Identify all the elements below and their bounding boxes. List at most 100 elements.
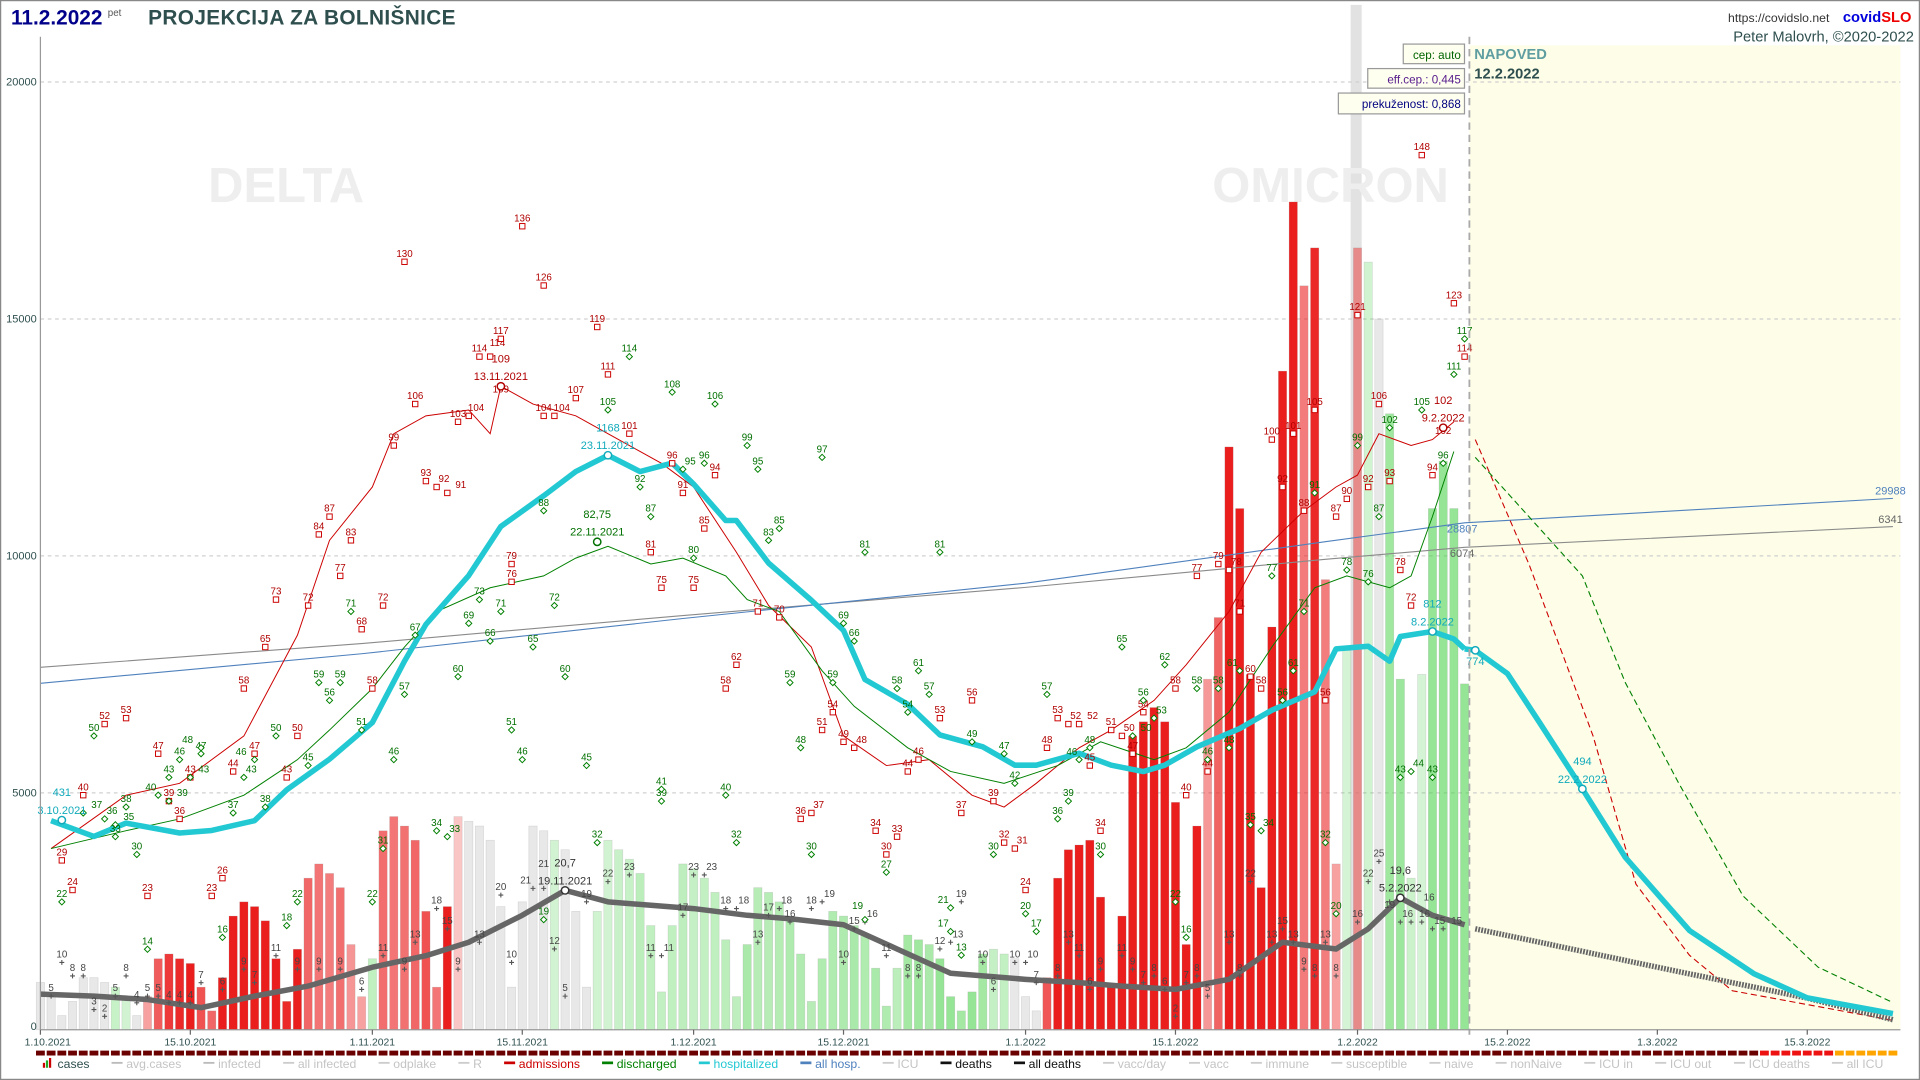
legend-item-icu-out[interactable]: ICU out [1655, 1057, 1712, 1071]
legend-item-deaths[interactable]: deaths [940, 1057, 992, 1071]
legend-item-vacc[interactable]: vacc [1188, 1057, 1229, 1071]
legend-item-avg-cases[interactable]: avg.cases [111, 1057, 182, 1071]
death-label: 23 [706, 862, 717, 873]
legend-item-immune[interactable]: immune [1250, 1057, 1309, 1071]
death-label: 18 [738, 896, 749, 907]
death-label: 8 [905, 963, 911, 974]
discharge-point [111, 821, 120, 829]
legend-item-icu-in[interactable]: ICU in [1584, 1057, 1633, 1071]
discharge-point [261, 803, 270, 811]
legend-item-all-infected[interactable]: all infected [283, 1057, 357, 1071]
cases-bar [78, 977, 88, 1031]
annotation-date: 3.10.2021 [37, 805, 86, 817]
admission-label: 94 [710, 462, 721, 473]
admission-point [1247, 673, 1254, 680]
legend-item-cases[interactable]: cases [42, 1057, 90, 1071]
admission-label: 117 [493, 326, 509, 337]
legend-item-discharged[interactable]: discharged [602, 1057, 677, 1071]
discharge-label: 59 [785, 670, 796, 681]
status-square [1524, 1050, 1534, 1056]
death-point [787, 919, 793, 925]
discharge-point [229, 809, 237, 817]
death-point [1119, 953, 1125, 959]
discharge-label: 20 [1020, 901, 1031, 912]
death-point [659, 953, 664, 959]
admission-label: 47 [153, 741, 164, 752]
discharge-point [1364, 578, 1372, 586]
death-point [980, 960, 986, 965]
admission-point [658, 584, 665, 591]
discharge-label: 50 [1141, 723, 1152, 734]
annotation-date: 9.2.2022 [1422, 413, 1465, 425]
status-square [1063, 1050, 1073, 1056]
admission-point [1097, 827, 1104, 834]
status-square [1492, 1050, 1502, 1056]
cases-bar [956, 1010, 966, 1031]
death-point [509, 960, 515, 965]
discharge-point [796, 744, 805, 752]
admission-label: 44 [1202, 759, 1213, 770]
cases-bar [731, 996, 741, 1031]
site-link[interactable]: https://covidslo.net [1728, 11, 1830, 25]
death-point [1130, 966, 1136, 972]
discharge-label: 57 [399, 682, 410, 693]
cases-bar [464, 820, 474, 1031]
legend-item-all-hosp-[interactable]: all hosp. [800, 1057, 861, 1071]
legend-item-susceptible[interactable]: susceptible [1331, 1057, 1407, 1071]
status-square [335, 1050, 345, 1056]
admission-point [304, 602, 312, 609]
discharge-label: 105 [600, 397, 617, 408]
legend-item-icu-deaths[interactable]: ICU deaths [1733, 1057, 1810, 1071]
death-point [680, 912, 686, 918]
status-square [1760, 1050, 1769, 1056]
discharge-point [304, 761, 312, 770]
annotation-date: 13.11.2021 [474, 371, 528, 383]
admission-label: 93 [420, 468, 431, 479]
discharge-point [1300, 607, 1308, 616]
legend-item-odplake[interactable]: odplake [378, 1057, 437, 1071]
status-square [1503, 1050, 1512, 1056]
discharge-point [1053, 815, 1062, 823]
death-point [70, 973, 75, 979]
status-square [646, 1050, 656, 1056]
admission-label: 92 [1277, 474, 1288, 485]
admission-point [1300, 507, 1308, 514]
death-label: 11 [664, 943, 674, 954]
admission-label: 47 [249, 741, 260, 752]
admission-point [1011, 845, 1019, 852]
watermark-omicron: OMICRON [1212, 159, 1449, 213]
status-square [271, 1050, 281, 1056]
legend-item-icu[interactable]: ICU [882, 1057, 919, 1071]
admission-point [401, 258, 408, 265]
legend-item-infected[interactable]: infected [203, 1057, 261, 1071]
legend-item-vacc-day[interactable]: vacc/day [1103, 1057, 1167, 1071]
death-label: 8 [1333, 963, 1339, 974]
death-label: 4 [177, 990, 183, 1001]
discharge-point [668, 388, 676, 396]
death-label: 3 [91, 997, 97, 1008]
legend-item-all-deaths[interactable]: all deaths [1013, 1057, 1081, 1071]
status-square [582, 1050, 591, 1056]
discharge-label: 22 [56, 889, 67, 900]
cases-bar [1085, 839, 1095, 1031]
admission-point [1129, 750, 1136, 757]
forecast-date: 12.2.2022 [1474, 66, 1539, 82]
annotation-date: 8.2.2022 [1411, 616, 1454, 628]
legend-item-naive[interactable]: naive [1429, 1057, 1474, 1071]
legend-item-r[interactable]: R [458, 1057, 482, 1071]
legend-item-hospitalized[interactable]: hospitalized [698, 1057, 779, 1071]
discharge-point [561, 672, 569, 681]
discharge-label: 106 [707, 391, 724, 402]
discharge-point [325, 696, 334, 705]
legend-item-all-icu[interactable]: all ICU [1831, 1057, 1883, 1071]
forecast-label: NAPOVED [1474, 47, 1547, 63]
cases-bar [507, 986, 517, 1031]
status-square [732, 1050, 741, 1056]
cases-bar [646, 925, 656, 1031]
status-square [678, 1050, 688, 1056]
discharge-label: 30 [131, 842, 142, 853]
discharge-label: 56 [1277, 687, 1288, 698]
legend-item-nonnaive[interactable]: nonNaive [1495, 1057, 1563, 1071]
brand-slo: SLO [1881, 10, 1911, 26]
legend-item-admissions[interactable]: admissions [504, 1057, 580, 1071]
